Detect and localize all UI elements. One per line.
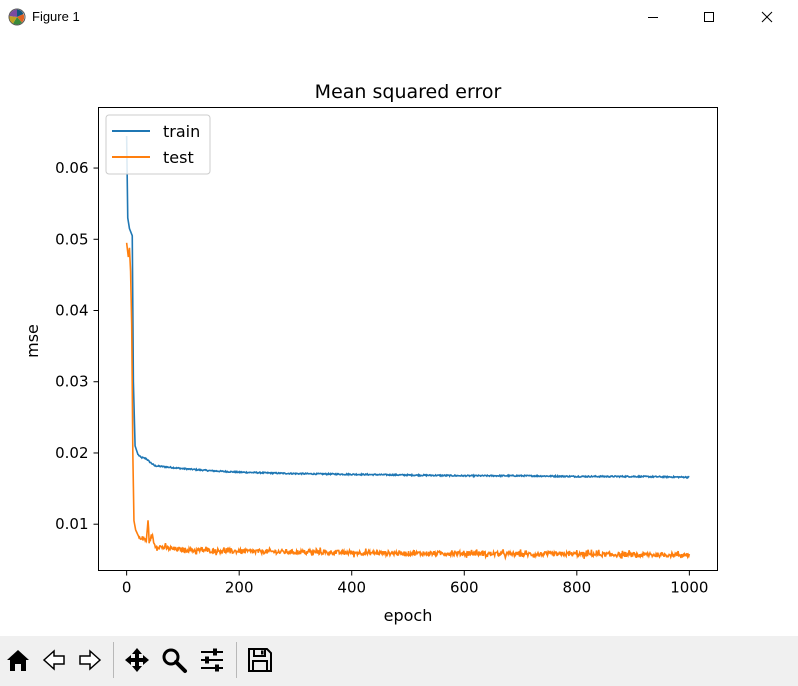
minimize-button[interactable]: [630, 0, 676, 34]
x-tick-label: 200: [225, 579, 254, 597]
close-icon: [761, 11, 773, 23]
chart-title: Mean squared error: [315, 81, 502, 103]
y-tick-label: 0.05: [55, 230, 88, 248]
pan-icon: [125, 648, 149, 672]
forward-button[interactable]: [74, 642, 106, 678]
toolbar-separator: [236, 642, 237, 678]
window-title: Figure 1: [32, 9, 80, 24]
home-button[interactable]: [2, 642, 34, 678]
navigation-toolbar: [0, 636, 798, 686]
x-axis-label: epoch: [384, 606, 433, 625]
series-line-test: [125, 242, 691, 561]
y-axis-label: mse: [23, 324, 42, 358]
forward-icon: [79, 649, 102, 671]
configure-subplots-icon: [201, 648, 223, 672]
maximize-icon: [704, 12, 714, 22]
configure-subplots-button[interactable]: [196, 642, 228, 678]
matplotlib-logo-icon: [8, 8, 26, 26]
figure-canvas[interactable]: Mean squared error epoch mse 0 200 400 600 8…: [0, 34, 798, 636]
home-icon: [7, 650, 29, 671]
x-tick-label: 1000: [670, 579, 708, 597]
y-tick-label: 0.03: [55, 373, 88, 391]
x-tick-label: 800: [562, 579, 591, 597]
plot-frame: [98, 107, 718, 571]
back-button[interactable]: [38, 642, 70, 678]
legend-label-test: test: [163, 148, 194, 167]
save-button[interactable]: [244, 642, 276, 678]
zoom-icon: [162, 648, 187, 673]
x-tick-label: 600: [450, 579, 479, 597]
y-tick-label: 0.01: [55, 515, 88, 533]
x-tick-label: 0: [122, 579, 132, 597]
toolbar-separator: [113, 642, 114, 678]
save-icon: [248, 648, 272, 672]
y-tick-label: 0.02: [55, 444, 88, 462]
back-icon: [42, 649, 65, 671]
legend-box: [105, 114, 211, 175]
pan-button[interactable]: [121, 642, 153, 678]
zoom-button[interactable]: [158, 642, 190, 678]
window-titlebar: Figure 1: [0, 0, 798, 34]
legend: train test: [105, 114, 211, 175]
y-tick-label: 0.06: [55, 159, 88, 177]
y-tick-label: 0.04: [55, 302, 88, 320]
line-chart: Mean squared error epoch mse 0 200 400 600 8…: [23, 81, 718, 625]
minimize-icon: [648, 17, 658, 18]
series-line-train: [125, 135, 690, 480]
close-button[interactable]: [744, 0, 790, 34]
maximize-button[interactable]: [686, 0, 732, 34]
x-tick-label: 400: [337, 579, 366, 597]
legend-label-train: train: [163, 122, 200, 141]
